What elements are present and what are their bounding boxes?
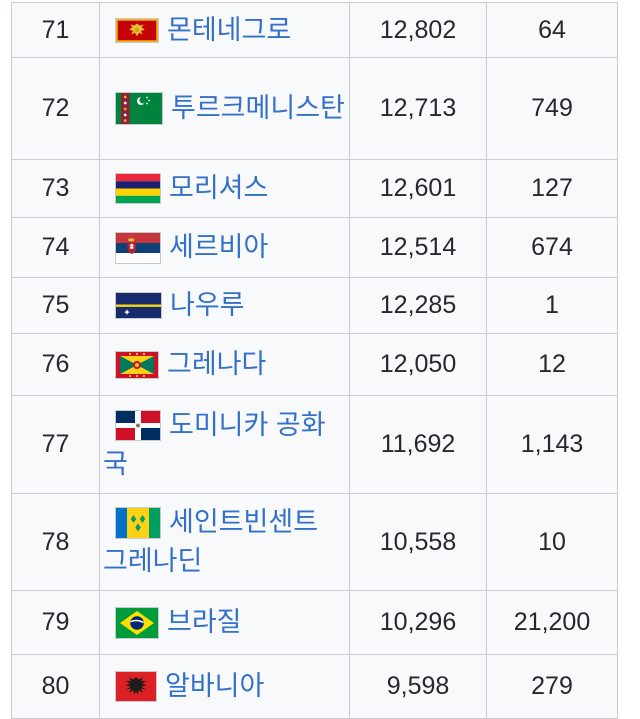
nauru-flag-icon[interactable] (116, 293, 161, 319)
rank-cell: 79 (11, 590, 100, 655)
value2-cell: 127 (486, 159, 618, 218)
table-row: 77 도미니카 공화국 11,692 1,143 (11, 395, 618, 494)
value1-cell: 12,802 (349, 2, 487, 58)
rank-cell: 78 (11, 493, 100, 591)
value1-cell: 12,050 (349, 333, 487, 396)
country-link[interactable]: 알바니아 (165, 671, 265, 701)
country-cell: 세르비아 (99, 217, 350, 278)
country-cell: 브라질 (99, 590, 350, 655)
value1-cell: 12,601 (349, 159, 487, 218)
value1-cell: 12,514 (349, 217, 487, 278)
value2-cell: 1 (486, 277, 618, 334)
rank-cell: 72 (11, 57, 100, 160)
dominican-republic-flag-icon[interactable] (116, 410, 160, 440)
value1-cell: 11,692 (349, 395, 487, 494)
turkmenistan-flag-icon[interactable] (116, 93, 162, 125)
country-cell: 나우루 (99, 277, 350, 334)
country-link[interactable]: 세르비아 (169, 232, 269, 262)
table-row: 73 모리셔스 12,601 127 (11, 159, 618, 218)
country-link[interactable]: 세인트빈센트 그레나딘 (103, 507, 319, 576)
table-row: 76 그레나다 12,050 12 (11, 333, 618, 396)
value1-cell: 12,713 (349, 57, 487, 160)
country-cell: 몬테네그로 (99, 2, 350, 58)
table-row: 78 세인트빈센트 그레나딘 10,558 10 (11, 493, 618, 591)
rank-cell: 71 (11, 2, 100, 58)
montenegro-flag-icon[interactable] (116, 18, 158, 42)
country-link[interactable]: 그레나다 (167, 349, 267, 379)
value2-cell: 12 (486, 333, 618, 396)
value2-cell: 21,200 (486, 590, 618, 655)
table-row: 72 투르크메니스탄 12,713 749 (11, 57, 618, 160)
rank-cell: 74 (11, 217, 100, 278)
value1-cell: 12,285 (349, 277, 487, 334)
country-ranking-table: 71 몬테네그로 12,802 64 72 투르크메니스탄 12,713 749… (11, 2, 618, 719)
value2-cell: 674 (486, 217, 618, 278)
table-row: 74 세르비아 12,514 674 (11, 217, 618, 278)
country-link[interactable]: 몬테네그로 (167, 14, 292, 45)
country-cell: 세인트빈센트 그레나딘 (99, 493, 350, 591)
value1-cell: 9,598 (349, 654, 487, 719)
value2-cell: 279 (486, 654, 618, 719)
value2-cell: 1,143 (486, 395, 618, 494)
rank-cell: 73 (11, 159, 100, 218)
country-cell: 알바니아 (99, 654, 350, 719)
table-row: 80 알바니아 9,598 279 (11, 654, 618, 719)
value1-cell: 10,296 (349, 590, 487, 655)
country-cell: 모리셔스 (99, 159, 350, 218)
value2-cell: 64 (486, 2, 618, 58)
country-cell: 그레나다 (99, 333, 350, 396)
rank-cell: 80 (11, 654, 100, 719)
country-cell: 투르크메니스탄 (99, 57, 350, 160)
country-link[interactable]: 도미니카 공화국 (103, 409, 326, 479)
brazil-flag-icon[interactable] (116, 607, 158, 638)
albania-flag-icon[interactable] (116, 672, 156, 702)
grenada-flag-icon[interactable] (116, 351, 158, 378)
country-link[interactable]: 나우루 (170, 290, 245, 320)
country-cell: 도미니카 공화국 (99, 395, 350, 494)
rank-cell: 76 (11, 333, 100, 396)
rank-cell: 75 (11, 277, 100, 334)
saint-vincent-grenadines-flag-icon[interactable] (116, 507, 160, 538)
value1-cell: 10,558 (349, 493, 487, 591)
table-row: 71 몬테네그로 12,802 64 (11, 2, 618, 58)
rank-cell: 77 (11, 395, 100, 494)
mauritius-flag-icon[interactable] (116, 174, 160, 204)
serbia-flag-icon[interactable] (116, 232, 160, 263)
country-link[interactable]: 투르크메니스탄 (171, 93, 345, 123)
table-row: 79 브라질 10,296 21,200 (11, 590, 618, 655)
country-link[interactable]: 브라질 (167, 607, 242, 637)
value2-cell: 10 (486, 493, 618, 591)
value2-cell: 749 (486, 57, 618, 160)
table-row: 75 나우루 12,285 1 (11, 277, 618, 334)
country-link[interactable]: 모리셔스 (169, 173, 269, 203)
